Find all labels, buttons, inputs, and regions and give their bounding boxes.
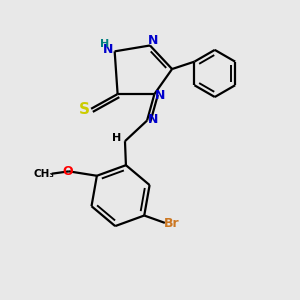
Text: N: N [103,43,113,56]
Text: O: O [62,165,73,178]
Text: CH₃: CH₃ [33,169,54,179]
Text: H: H [100,39,109,49]
Text: S: S [79,103,90,118]
Text: N: N [148,34,159,47]
Text: Br: Br [164,217,179,230]
Text: H: H [112,133,121,142]
Text: N: N [155,89,166,102]
Text: N: N [148,113,159,126]
